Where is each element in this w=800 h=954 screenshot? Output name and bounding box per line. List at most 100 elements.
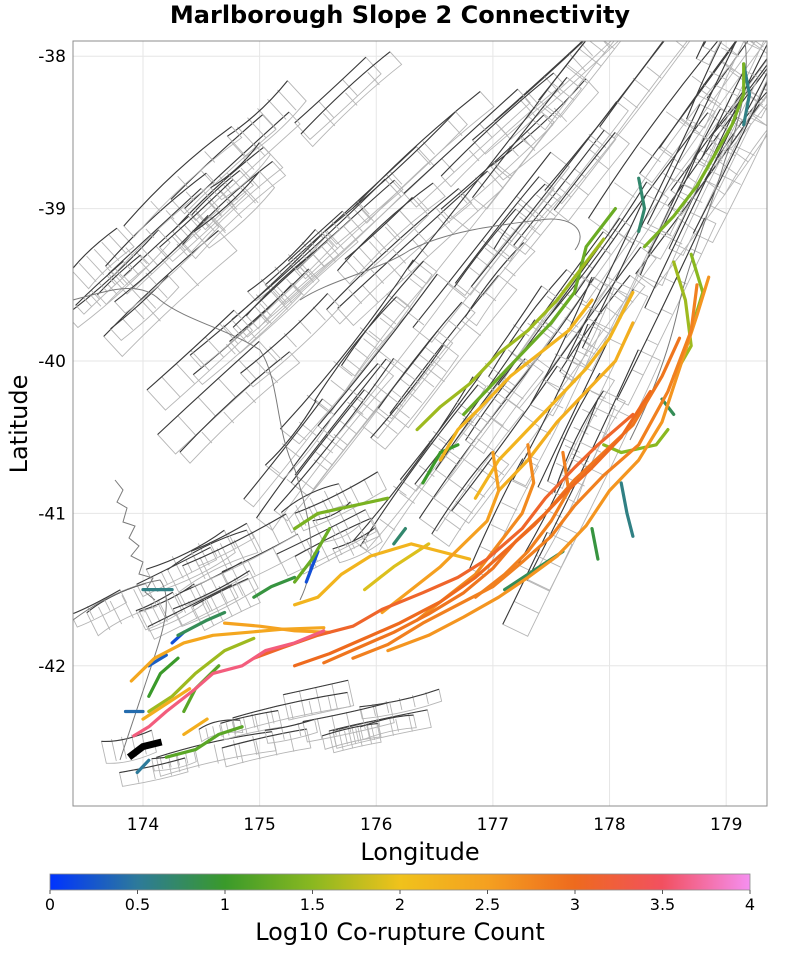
- fault-patch-divider: [513, 324, 530, 337]
- fault-trace: [75, 260, 124, 306]
- fault-patch-divider: [594, 157, 610, 170]
- rupture-segment: [590, 527, 600, 561]
- coastline-sounds: [114, 479, 156, 601]
- fault-patch-divider: [646, 66, 662, 79]
- fault-patch-divider: [612, 228, 635, 245]
- fault-trace: [465, 358, 526, 441]
- fault-patch-divider: [217, 189, 238, 211]
- fault-patch-divider: [356, 724, 363, 747]
- fault-patch-divider: [374, 705, 381, 726]
- fault-patch-divider: [496, 229, 513, 243]
- fault-patch-divider: [254, 359, 268, 374]
- fault-patch-divider: [443, 517, 462, 531]
- fault-trace: [493, 41, 584, 122]
- fault-patch-divider: [216, 548, 228, 570]
- fault-patch-divider: [441, 158, 455, 173]
- fault-patch-divider: [595, 407, 618, 419]
- fault-patch-divider: [728, 147, 749, 163]
- fault-patch-divider: [133, 589, 146, 613]
- x-tick-label: 176: [360, 815, 392, 835]
- coastline-interior: [299, 218, 581, 301]
- fault-patch-divider: [368, 330, 383, 342]
- fault-trace: [220, 710, 279, 724]
- fault-patch-divider: [312, 254, 326, 268]
- fault-patch-divider: [377, 349, 395, 364]
- fault-trace: [147, 584, 233, 628]
- fault-patch-divider: [225, 723, 230, 736]
- fault-trace: [616, 217, 706, 401]
- fault-patch-divider: [407, 311, 425, 326]
- fault-trace: [658, 41, 737, 149]
- x-tick-label: 174: [127, 815, 159, 835]
- fault-trace: [353, 376, 474, 541]
- fault-trace: [156, 731, 272, 758]
- fault-trace: [706, 41, 749, 99]
- fault-trace: [337, 170, 488, 309]
- fault-trace: [281, 483, 339, 513]
- fault-patch-divider: [212, 216, 226, 232]
- fault-patch-divider: [78, 262, 97, 282]
- fault-trace: [526, 349, 639, 581]
- x-tick-label: 177: [477, 815, 509, 835]
- fault-patch-divider: [707, 168, 722, 177]
- fault-patch-divider: [416, 149, 431, 166]
- fault-patch-divider: [468, 149, 480, 162]
- fault-patch-divider: [277, 286, 293, 303]
- fault-patch-divider: [578, 48, 602, 67]
- fault-trace: [101, 729, 152, 743]
- fault-patch-divider: [513, 600, 539, 614]
- fault-patch-divider: [379, 317, 396, 331]
- rupture-segment: [351, 283, 699, 660]
- fault-patch-divider: [640, 225, 657, 234]
- fault-patch-divider: [588, 133, 607, 148]
- fault-patch-divider: [528, 225, 541, 236]
- fault-patch-divider: [205, 727, 209, 741]
- fault-trace: [490, 78, 587, 167]
- fault-patch-divider: [660, 233, 683, 245]
- fault-patch-divider: [298, 319, 312, 334]
- fault-patch-divider: [320, 230, 330, 241]
- fault-patch-divider: [199, 556, 211, 579]
- fault-patch-divider: [83, 297, 93, 308]
- fault-trace: [146, 309, 235, 391]
- rupture-segment: [438, 298, 594, 462]
- fault-trace: [232, 691, 348, 719]
- fault-trace: [599, 41, 665, 128]
- fault-patch-divider: [129, 264, 139, 275]
- fault-patch-divider: [233, 578, 244, 597]
- x-tick-label: 178: [593, 815, 625, 835]
- fault-patch-divider: [267, 98, 287, 120]
- fault-patch-divider: [229, 587, 243, 613]
- fault-trace: [440, 72, 554, 177]
- fault-patch-divider: [165, 210, 175, 220]
- fault-patch-divider: [129, 286, 142, 300]
- fault-patch-divider: [382, 312, 397, 325]
- fault-patch-divider: [399, 492, 416, 504]
- rupture-segment: [742, 62, 752, 127]
- fault-patch-divider: [203, 593, 213, 612]
- fault-patch-divider: [503, 266, 516, 277]
- fault-patch-divider: [412, 239, 429, 258]
- source-section-marlborough-slope-2: [126, 738, 163, 760]
- fault-patch-divider: [93, 248, 112, 269]
- fault-patch-divider: [209, 541, 218, 557]
- fault-patch-divider: [371, 234, 389, 253]
- fault-patch-divider: [462, 432, 476, 443]
- fault-patch-divider: [255, 740, 261, 760]
- fault-patch-divider: [219, 543, 232, 566]
- fault-patch-divider: [691, 130, 715, 143]
- fault-patch-divider: [324, 514, 337, 537]
- fault-patch-divider: [201, 431, 213, 444]
- fault-trace: [279, 259, 414, 430]
- fault-trace: [566, 194, 647, 360]
- fault-patch-divider: [395, 295, 410, 307]
- fault-patch-divider: [101, 241, 120, 262]
- fault-patch-divider: [325, 435, 344, 451]
- fault-patch-divider: [299, 690, 306, 717]
- fault-patch-divider: [766, 58, 767, 60]
- fault-patch-divider: [175, 363, 195, 384]
- fault-patch-divider: [218, 585, 229, 604]
- rupture-segment: [462, 207, 617, 416]
- rupture-segment: [141, 687, 192, 721]
